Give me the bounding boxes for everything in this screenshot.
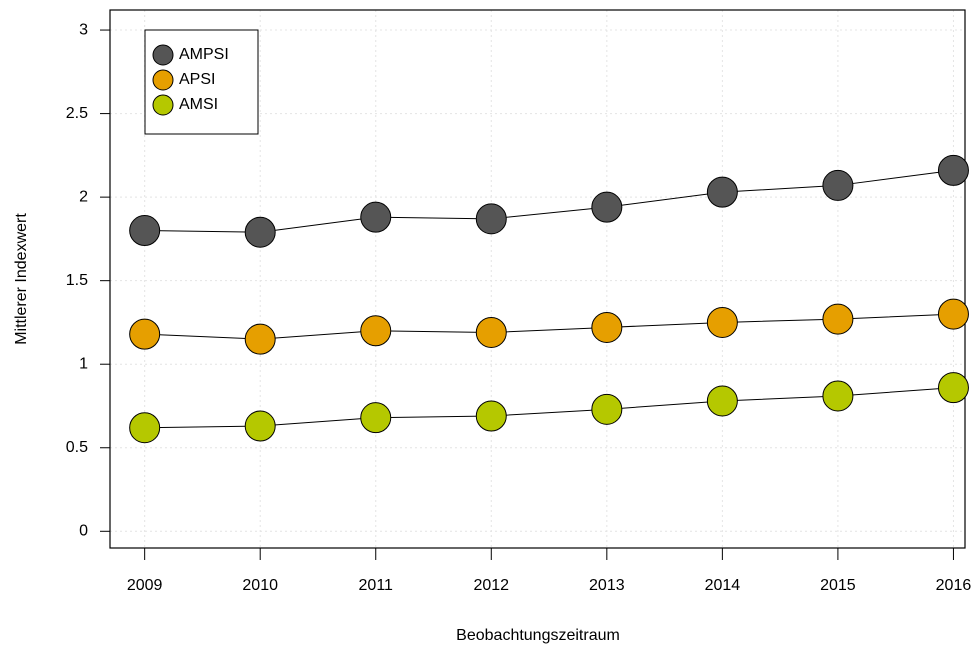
y-tick-label: 2	[79, 188, 88, 205]
series-line	[144, 169, 954, 233]
x-tick-label: 2014	[705, 577, 741, 594]
y-tick-label: 0.5	[66, 439, 88, 456]
x-axis-label: Beobachtungszeitraum	[456, 627, 620, 644]
y-tick-label: 3	[79, 21, 88, 38]
y-tick-label: 0	[79, 523, 88, 540]
data-point	[360, 201, 392, 233]
data-point	[360, 402, 392, 434]
data-point	[244, 216, 276, 248]
data-point	[475, 400, 507, 432]
x-tick-label: 2013	[589, 577, 625, 594]
data-point	[706, 306, 738, 338]
y-tick-label: 2.5	[66, 105, 88, 122]
legend-label: AMPSI	[179, 46, 229, 63]
x-tick-label: 2010	[242, 577, 278, 594]
data-point	[360, 315, 392, 347]
data-point	[591, 393, 623, 425]
data-point	[129, 215, 161, 247]
data-point	[706, 385, 738, 417]
data-point	[822, 169, 854, 201]
legend-marker	[152, 44, 174, 66]
x-tick-label: 2011	[359, 577, 394, 594]
data-point	[129, 318, 161, 350]
legend-label: AMSI	[179, 96, 218, 113]
x-tick-label: 2016	[936, 577, 972, 594]
data-point	[475, 316, 507, 348]
x-tick-label: 2009	[127, 577, 163, 594]
x-tick-label: 2015	[820, 577, 856, 594]
legend-label: APSI	[179, 71, 215, 88]
plot-frame	[109, 9, 966, 549]
data-point	[244, 410, 276, 442]
data-point	[706, 176, 738, 208]
data-point	[244, 323, 276, 355]
data-point	[937, 298, 969, 330]
data-point	[822, 380, 854, 412]
y-tick-label: 1	[79, 355, 88, 372]
data-point	[475, 203, 507, 235]
y-tick-label: 1.5	[66, 272, 88, 289]
series-line	[144, 313, 954, 340]
data-point	[591, 191, 623, 223]
legend-marker	[152, 94, 174, 116]
data-point	[591, 311, 623, 343]
data-point	[822, 303, 854, 335]
y-axis-label: Mittlerer Indexwert	[13, 213, 30, 345]
series-line	[144, 387, 954, 429]
data-point	[129, 412, 161, 444]
legend-marker	[152, 69, 174, 91]
data-point	[937, 372, 969, 404]
x-tick-label: 2012	[473, 577, 509, 594]
data-point	[937, 154, 969, 186]
